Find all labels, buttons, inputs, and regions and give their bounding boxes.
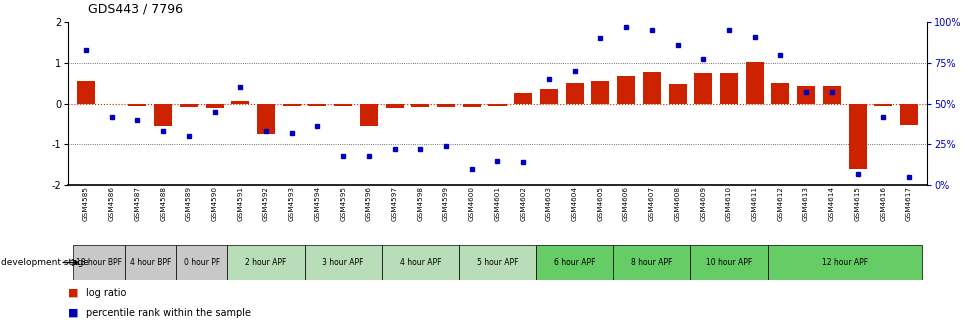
Text: GSM4609: GSM4609	[699, 186, 705, 221]
Text: GSM4616: GSM4616	[879, 186, 885, 221]
Bar	[283, 103, 300, 107]
Bar	[719, 73, 737, 103]
Text: 2 hour APF: 2 hour APF	[245, 258, 287, 267]
Text: GSM4604: GSM4604	[571, 186, 577, 221]
Bar	[591, 81, 608, 103]
Bar	[616, 76, 635, 103]
Text: GSM4592: GSM4592	[263, 186, 269, 221]
Bar	[124, 245, 176, 280]
Text: GSM4601: GSM4601	[494, 186, 500, 221]
Bar	[77, 81, 95, 103]
Text: 12 hour APF: 12 hour APF	[821, 258, 867, 267]
Bar	[257, 103, 275, 134]
Bar	[205, 103, 223, 109]
Bar	[360, 103, 378, 126]
Text: GSM4612: GSM4612	[777, 186, 782, 221]
Bar	[304, 245, 381, 280]
Bar	[745, 62, 763, 103]
Bar	[436, 103, 455, 107]
Text: GSM4585: GSM4585	[83, 186, 89, 221]
Text: GSM4591: GSM4591	[237, 186, 244, 221]
Bar	[308, 103, 326, 107]
Bar	[540, 89, 557, 103]
Text: GSM4596: GSM4596	[366, 186, 372, 221]
Bar	[796, 86, 815, 103]
Text: GSM4598: GSM4598	[417, 186, 422, 221]
Text: 4 hour BPF: 4 hour BPF	[129, 258, 171, 267]
Text: 8 hour APF: 8 hour APF	[631, 258, 672, 267]
Text: 10 hour APF: 10 hour APF	[705, 258, 751, 267]
Bar	[612, 245, 689, 280]
Text: GSM4590: GSM4590	[211, 186, 217, 221]
Bar	[668, 84, 686, 103]
Text: GSM4605: GSM4605	[597, 186, 602, 221]
Text: percentile rank within the sample: percentile rank within the sample	[85, 308, 250, 318]
Text: GSM4611: GSM4611	[751, 186, 757, 221]
Text: 3 hour APF: 3 hour APF	[322, 258, 364, 267]
Text: GSM4586: GSM4586	[109, 186, 114, 221]
Bar	[154, 103, 172, 126]
Text: GSM4603: GSM4603	[546, 186, 552, 221]
Text: GSM4595: GSM4595	[339, 186, 346, 221]
Text: GSM4608: GSM4608	[674, 186, 680, 221]
Text: GSM4607: GSM4607	[648, 186, 654, 221]
Text: 5 hour APF: 5 hour APF	[476, 258, 517, 267]
Text: ■: ■	[67, 288, 78, 298]
Text: GSM4606: GSM4606	[622, 186, 629, 221]
Bar	[180, 103, 198, 107]
Bar	[848, 103, 866, 169]
Text: GSM4589: GSM4589	[186, 186, 192, 221]
Text: GSM4615: GSM4615	[854, 186, 860, 221]
Bar	[822, 86, 840, 103]
Bar	[771, 83, 788, 103]
Text: GSM4593: GSM4593	[289, 186, 294, 221]
Text: GSM4587: GSM4587	[134, 186, 140, 221]
Bar	[333, 103, 352, 107]
Bar	[176, 245, 227, 280]
Text: GSM4594: GSM4594	[314, 186, 320, 221]
Bar	[767, 245, 921, 280]
Bar	[899, 103, 917, 125]
Bar	[488, 103, 506, 106]
Bar	[463, 103, 480, 107]
Bar	[536, 245, 612, 280]
Bar	[693, 73, 712, 103]
Text: development stage: development stage	[1, 258, 89, 267]
Text: GSM4599: GSM4599	[443, 186, 449, 221]
Text: GSM4597: GSM4597	[391, 186, 397, 221]
Bar	[227, 245, 304, 280]
Text: 18 hour BPF: 18 hour BPF	[75, 258, 121, 267]
Bar	[459, 245, 536, 280]
Bar	[873, 103, 891, 106]
Bar	[385, 103, 403, 108]
Bar	[231, 101, 249, 103]
Text: GSM4613: GSM4613	[802, 186, 808, 221]
Bar	[643, 72, 660, 103]
Text: GSM4600: GSM4600	[468, 186, 474, 221]
Bar	[128, 103, 147, 106]
Text: 4 hour APF: 4 hour APF	[399, 258, 441, 267]
Bar	[513, 93, 532, 103]
Bar	[73, 245, 124, 280]
Bar	[411, 103, 429, 107]
Text: log ratio: log ratio	[85, 288, 126, 298]
Text: GSM4617: GSM4617	[905, 186, 911, 221]
Text: 0 hour PF: 0 hour PF	[184, 258, 220, 267]
Text: ■: ■	[67, 308, 78, 318]
Bar	[381, 245, 459, 280]
Text: GSM4610: GSM4610	[726, 186, 732, 221]
Text: 6 hour APF: 6 hour APF	[554, 258, 595, 267]
Text: GSM4614: GSM4614	[828, 186, 834, 221]
Text: GSM4588: GSM4588	[160, 186, 166, 221]
Text: GSM4602: GSM4602	[519, 186, 526, 221]
Bar	[565, 83, 583, 103]
Text: GDS443 / 7796: GDS443 / 7796	[87, 2, 182, 15]
Bar	[689, 245, 767, 280]
